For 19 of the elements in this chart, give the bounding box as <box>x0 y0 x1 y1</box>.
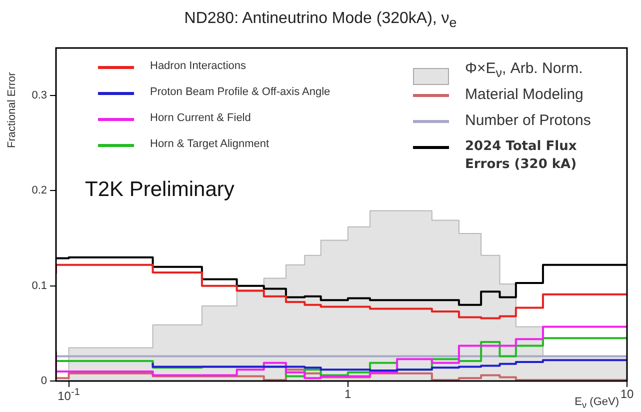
y-tick-label: 0.1 <box>32 280 47 292</box>
x-tick-label: 10 <box>620 387 634 401</box>
annotation: T2K Preliminary <box>85 178 234 202</box>
legend-label: Horn & Target Alignment <box>150 138 270 150</box>
x-tick-label: 1 <box>344 387 352 401</box>
x-axis-title: E$_{ν}$ (GeV) <box>574 396 619 410</box>
legend-label: Material Modeling <box>465 86 584 103</box>
legend-label: Proton Beam Profile & Off-axis Angle <box>150 86 330 98</box>
x-tick-label: 10$^{-1}$ <box>58 387 80 403</box>
y-axis-title: Fractional Error <box>6 72 18 148</box>
y-tick-label: 0.2 <box>32 184 47 197</box>
legend-label: Number of Protons <box>465 112 591 129</box>
legend-label: Hadron Interactions <box>150 60 246 72</box>
legend-label: Φ×E$_{ν}$, Arb. Norm. <box>465 60 583 80</box>
legend-label: 2024 Total Flux Errors (320 kA) <box>465 138 578 174</box>
legend-label: Horn Current & Field <box>150 112 251 124</box>
chart-title: ND280: Antineutrino Mode (320kA), ν$_{e}$ <box>183 10 458 30</box>
y-tick-label: 0.3 <box>32 90 47 102</box>
y-tick-label: 0 <box>40 375 47 388</box>
